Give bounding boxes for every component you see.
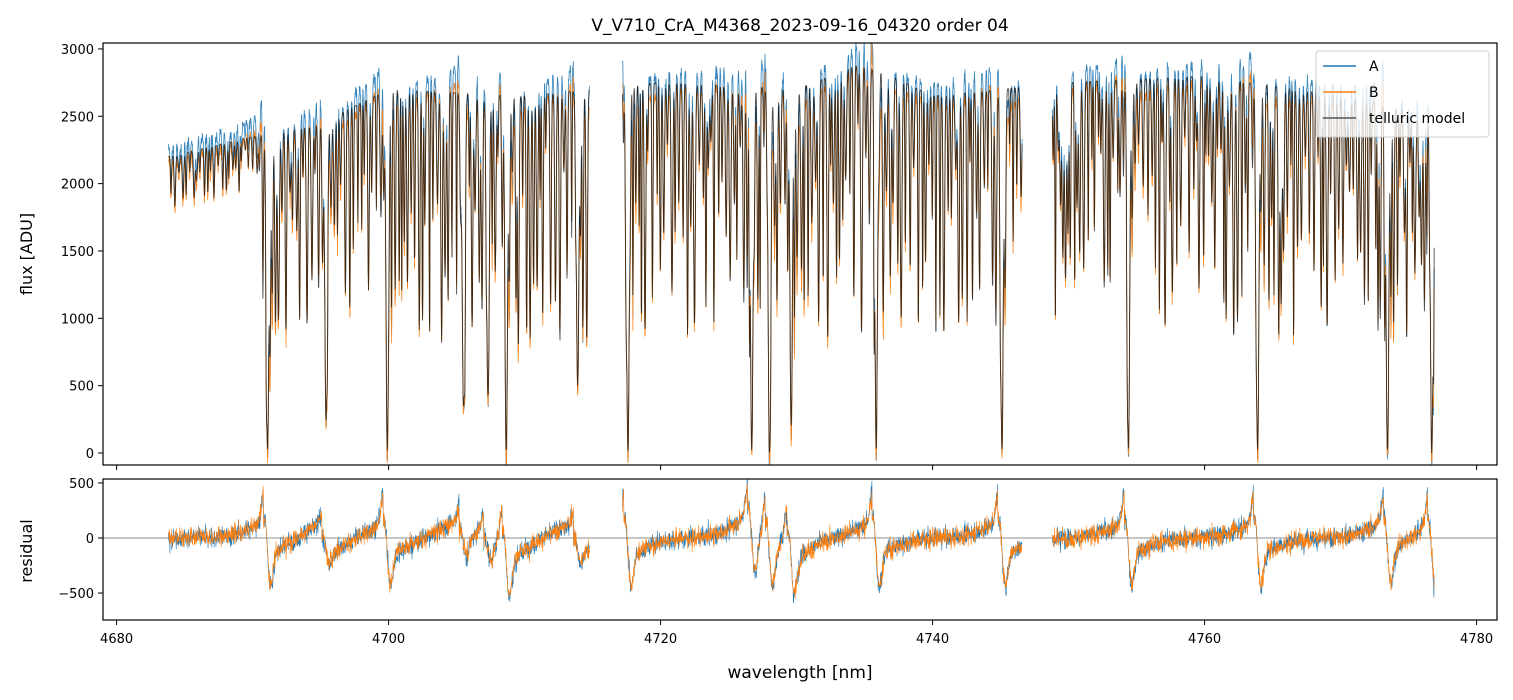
legend-label-a: A	[1369, 59, 1379, 75]
series-b-residual-line	[168, 483, 1435, 600]
flux-plot: 0 500 1000 1500 2000 2500 3000 flux [ADU] A B …	[17, 42, 1498, 470]
residual-axes-frame	[102, 478, 1498, 621]
flux-y-tick-label: 1000	[61, 312, 94, 327]
residual-y-label: residual	[17, 519, 36, 582]
legend-box	[1315, 50, 1490, 138]
residual-y-tick-label: 500	[69, 477, 94, 492]
flux-axes-frame	[102, 42, 1498, 466]
flux-y-tick-label: 0	[86, 447, 94, 462]
chart-title: V_V710_CrA_M4368_2023-09-16_04320 order …	[591, 16, 1008, 36]
flux-y-tick-label: 2000	[61, 178, 94, 193]
flux-y-tick-label: 3000	[61, 43, 94, 58]
residual-y-tick-label: −500	[58, 587, 94, 602]
x-tick-label: 4740	[916, 632, 949, 647]
x-tick-label: 4700	[372, 632, 405, 647]
x-tick-label: 4760	[1188, 632, 1221, 647]
x-tick-label: 4780	[1460, 632, 1493, 647]
flux-y-tick-label: 2500	[61, 110, 94, 125]
legend-label-b: B	[1369, 85, 1379, 101]
legend-label-model: telluric model	[1369, 111, 1465, 127]
flux-y-tick-label: 1500	[61, 245, 94, 260]
x-tick-label: 4720	[644, 632, 677, 647]
x-axis-label: wavelength [nm]	[727, 663, 872, 683]
flux-y-tick-label: 500	[69, 380, 94, 395]
x-tick-label: 4680	[100, 632, 133, 647]
residual-y-tick-label: 0	[86, 532, 94, 547]
flux-y-label: flux [ADU]	[17, 213, 36, 295]
residual-plot: 4680 4700 4720 4740 4760 4780 −500 0 500 residua…	[17, 477, 1498, 683]
legend: A B telluric model	[1315, 50, 1490, 138]
